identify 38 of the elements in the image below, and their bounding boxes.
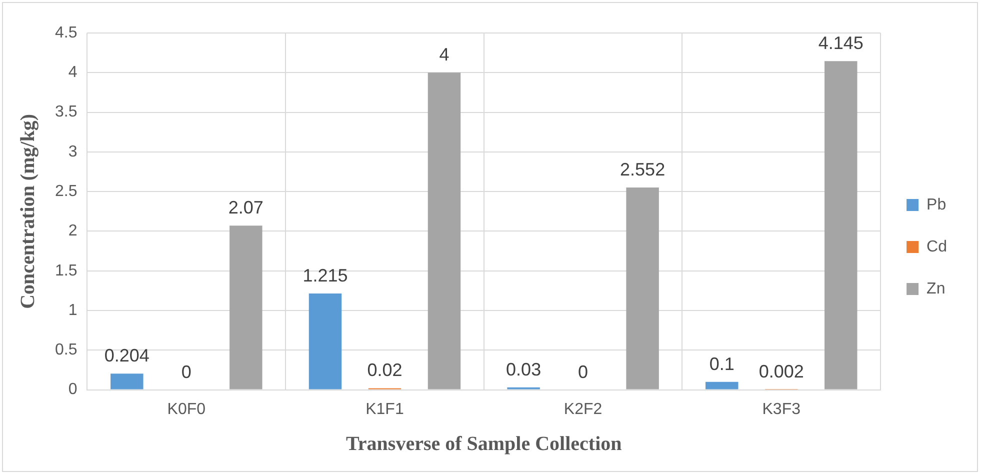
data-label: 0	[578, 362, 588, 382]
legend-label: Pb	[926, 196, 946, 214]
data-label: 4.145	[818, 33, 864, 54]
legend-label: Zn	[926, 280, 946, 298]
data-label: 4	[439, 44, 450, 65]
y-tick-label: 2.5	[54, 182, 78, 200]
bar	[230, 226, 262, 390]
x-tick-label: K1F1	[366, 400, 404, 418]
bar	[626, 187, 659, 390]
y-tick-label: 1	[68, 302, 78, 319]
y-tick-label: 4.5	[54, 24, 78, 42]
y-tick-label: 1.5	[54, 262, 78, 280]
y-tick-label: 3	[68, 143, 78, 160]
data-label: 0.1	[709, 354, 734, 374]
x-tick-label: K3F3	[762, 400, 801, 418]
y-tick-label: 3.5	[54, 104, 78, 121]
bar	[308, 293, 342, 390]
x-axis-title: Transverse of Sample Collection	[346, 433, 622, 456]
y-axis-title: Concentration (mg/kg)	[17, 114, 40, 309]
x-tick-label: K2F2	[564, 400, 602, 418]
bar	[428, 72, 461, 390]
y-tick-label: 4	[68, 64, 78, 82]
y-tick-label: 0.5	[54, 342, 78, 359]
data-label: 2.552	[620, 159, 666, 180]
data-label: 2.07	[228, 198, 264, 218]
legend-label: Cd	[926, 238, 947, 256]
data-label: 0.03	[506, 359, 542, 380]
y-tick-label: 2	[68, 222, 78, 240]
y-tick-label: 0	[68, 381, 78, 398]
bar	[110, 374, 144, 390]
bar	[706, 382, 738, 390]
bar	[824, 61, 858, 390]
data-label: 0.02	[367, 360, 402, 380]
data-label: 0.002	[758, 362, 804, 382]
data-label: 1.215	[302, 265, 348, 286]
x-tick-label: K0F0	[167, 400, 206, 418]
data-label: 0	[181, 362, 192, 382]
data-label: 0.204	[104, 346, 150, 366]
